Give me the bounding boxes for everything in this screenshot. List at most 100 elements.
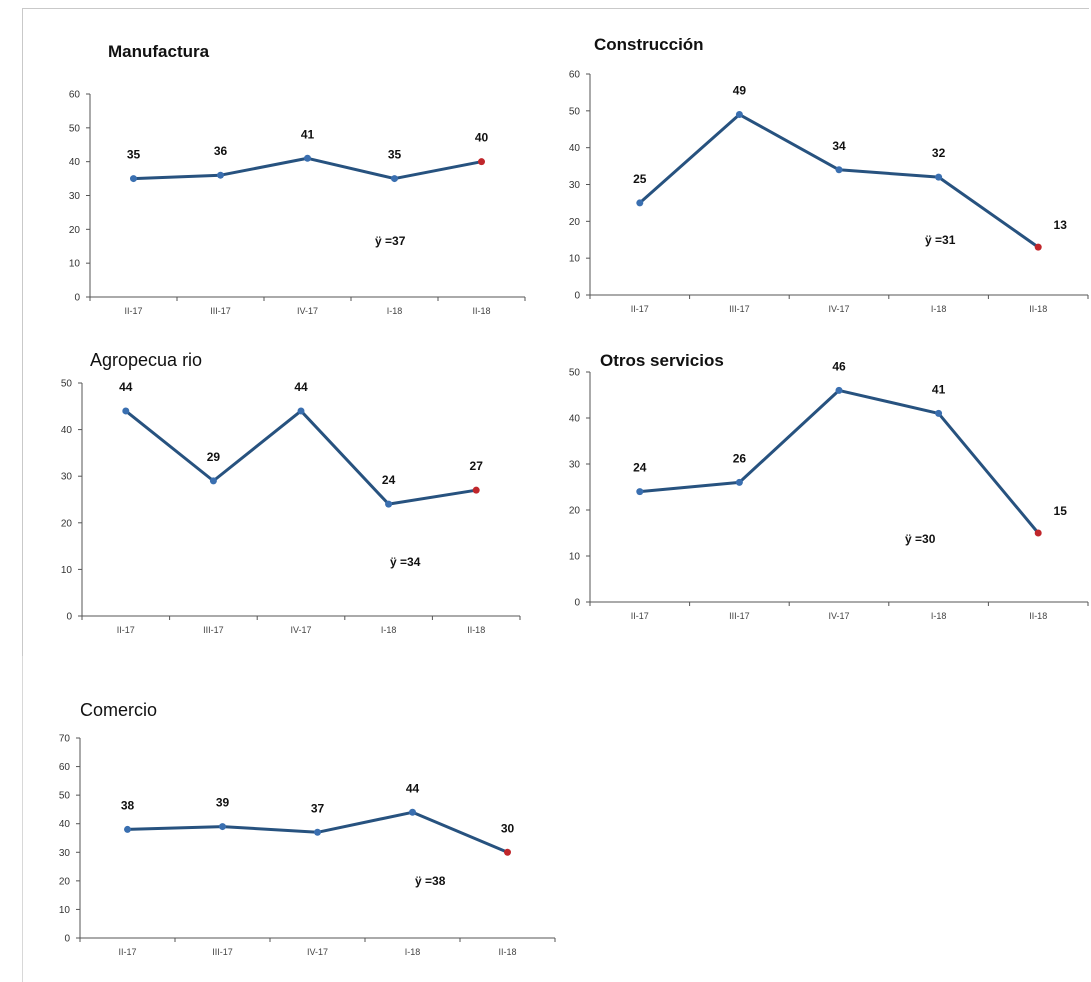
y-tick-label: 20 [61, 518, 73, 529]
data-label: 34 [832, 139, 846, 153]
x-tick-label: III-17 [212, 947, 233, 957]
y-tick-label: 10 [59, 905, 71, 916]
data-label: 26 [733, 451, 747, 465]
x-tick-label: IV-17 [828, 304, 849, 314]
x-tick-label: II-17 [631, 611, 649, 621]
y-tick-label: 0 [574, 598, 580, 609]
data-label: 24 [382, 473, 396, 487]
y-tick-label: 40 [61, 425, 73, 436]
data-label: 25 [633, 172, 647, 186]
y-tick-label: 10 [69, 259, 81, 270]
data-point [385, 500, 393, 508]
y-tick-label: 20 [569, 506, 581, 517]
x-tick-label: III-17 [210, 306, 231, 316]
mean-annotation: ÿ =37 [375, 234, 406, 248]
y-tick-label: 10 [569, 254, 581, 265]
x-tick-label: II-18 [1029, 304, 1047, 314]
x-tick-label: II-18 [467, 625, 485, 635]
y-tick-label: 50 [61, 379, 73, 390]
y-tick-label: 0 [574, 291, 580, 302]
data-point [935, 409, 943, 417]
mean-annotation: ÿ =30 [905, 532, 936, 546]
data-point [409, 808, 416, 816]
y-tick-label: 40 [569, 414, 581, 425]
data-label: 39 [216, 796, 230, 810]
data-label: 29 [207, 450, 221, 464]
data-label: 24 [633, 461, 647, 475]
x-tick-label: III-17 [729, 611, 750, 621]
x-tick-label: III-17 [729, 304, 750, 314]
data-label: 32 [932, 146, 946, 160]
y-tick-label: 50 [59, 791, 71, 802]
data-label: 30 [501, 821, 515, 835]
y-tick-label: 0 [74, 293, 80, 304]
figure-frame-left-edge [22, 656, 23, 982]
data-label: 40 [475, 131, 489, 145]
figure-frame [22, 8, 1089, 657]
y-tick-label: 30 [569, 180, 581, 191]
x-tick-label: II-17 [118, 947, 136, 957]
data-point [1034, 529, 1042, 537]
x-tick-label: II-18 [498, 947, 516, 957]
x-tick-label: I-18 [405, 947, 421, 957]
y-tick-label: 60 [69, 90, 81, 101]
data-point [122, 407, 130, 415]
data-point [735, 478, 743, 486]
data-label: 41 [932, 382, 946, 396]
y-tick-label: 40 [69, 157, 81, 168]
x-tick-label: II-17 [117, 625, 135, 635]
x-tick-label: IV-17 [297, 306, 318, 316]
y-tick-label: 0 [64, 934, 70, 945]
data-point [297, 407, 305, 415]
data-point [636, 199, 644, 207]
data-label: 13 [1054, 218, 1068, 232]
x-tick-label: II-18 [1029, 611, 1047, 621]
data-point [209, 477, 217, 485]
x-tick-label: II-17 [124, 306, 142, 316]
data-point [478, 158, 485, 166]
y-tick-label: 20 [69, 225, 81, 236]
data-label: 35 [388, 148, 402, 162]
data-label: 35 [127, 148, 141, 162]
data-point [124, 825, 131, 833]
data-point [735, 111, 743, 119]
y-tick-label: 30 [61, 472, 73, 483]
x-tick-label: IV-17 [828, 611, 849, 621]
x-tick-label: I-18 [931, 304, 947, 314]
x-tick-label: III-17 [203, 625, 224, 635]
data-point [835, 386, 843, 394]
data-label: 15 [1054, 504, 1068, 518]
y-tick-label: 40 [569, 143, 581, 154]
mean-annotation: ÿ =34 [390, 555, 421, 569]
y-tick-label: 40 [59, 819, 71, 830]
data-label: 37 [311, 801, 325, 815]
mean-annotation: ÿ =38 [415, 874, 446, 888]
data-point [130, 175, 137, 183]
data-label: 46 [832, 359, 846, 373]
x-tick-label: II-18 [472, 306, 490, 316]
data-point [935, 173, 943, 181]
y-tick-label: 60 [569, 70, 581, 81]
x-tick-label: IV-17 [290, 625, 311, 635]
y-tick-label: 30 [69, 191, 81, 202]
x-tick-label: IV-17 [307, 947, 328, 957]
y-tick-label: 30 [59, 848, 71, 859]
data-point [835, 166, 843, 174]
y-tick-label: 50 [569, 368, 581, 379]
chart-title: Manufactura [108, 42, 210, 61]
data-point [304, 154, 311, 162]
data-point [314, 828, 321, 836]
y-tick-label: 60 [59, 762, 71, 773]
data-point [504, 848, 511, 856]
data-label: 36 [214, 144, 228, 158]
x-tick-label: I-18 [931, 611, 947, 621]
y-tick-label: 50 [569, 106, 581, 117]
data-label: 44 [294, 380, 308, 394]
data-label: 38 [121, 798, 135, 812]
data-label: 27 [470, 459, 484, 473]
data-point [636, 488, 644, 496]
